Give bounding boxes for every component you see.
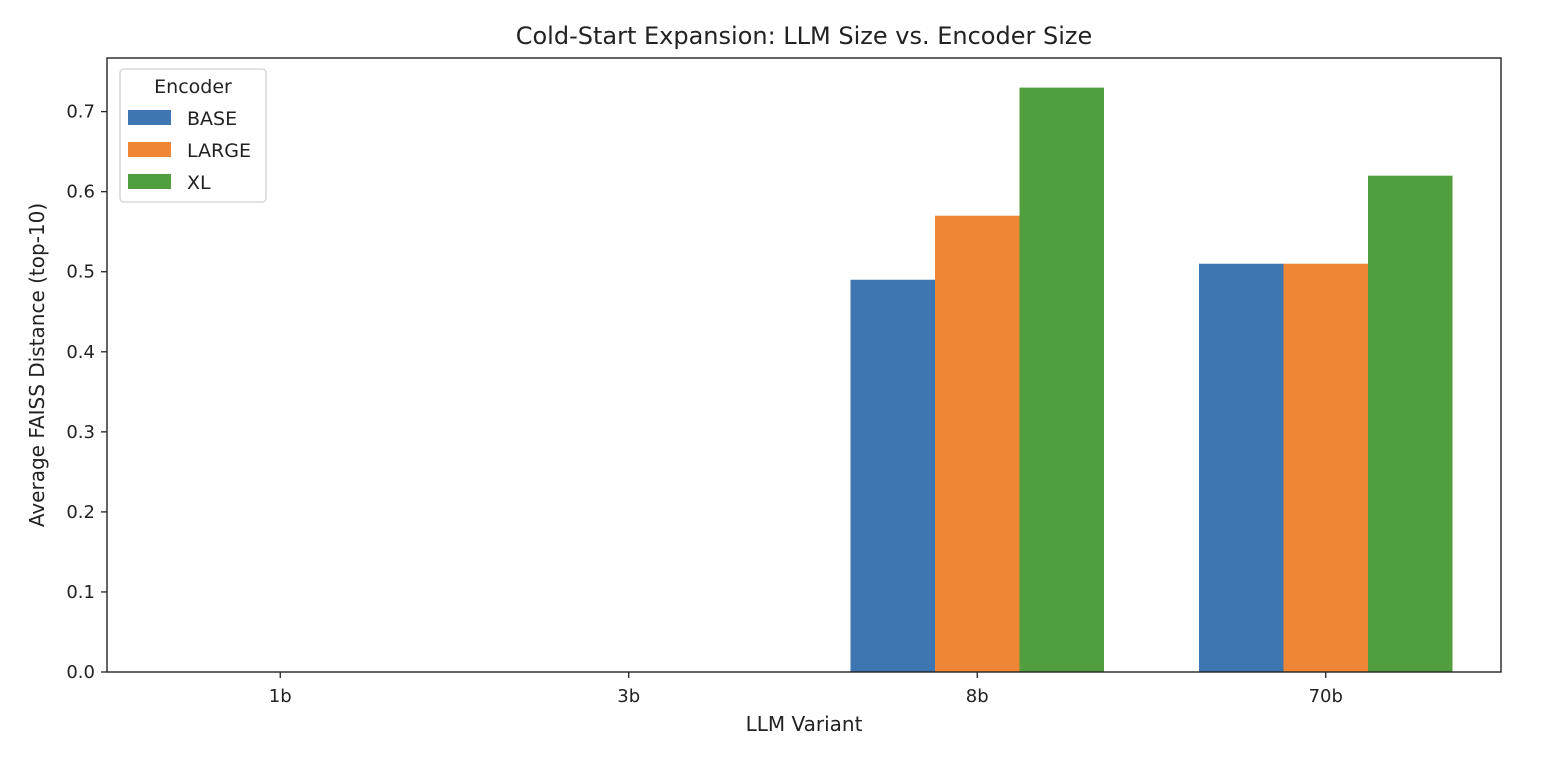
plot-frame xyxy=(106,57,1502,673)
legend-swatch-large xyxy=(128,142,171,157)
x-axis: 1b 3b 8b 70b xyxy=(269,672,1343,707)
legend-label-base: BASE xyxy=(187,108,237,130)
x-tick-label: 70b xyxy=(1309,686,1343,707)
y-tick-label: 0.4 xyxy=(66,342,95,363)
bar-base-8b xyxy=(850,279,935,672)
legend-items: BASE LARGE XL xyxy=(128,108,251,194)
legend: Encoder BASE LARGE XL xyxy=(119,68,267,203)
y-axis-label: Average FAISS Distance (top-10) xyxy=(25,203,49,527)
x-axis-label: LLM Variant xyxy=(746,712,863,736)
y-tick-label: 0.7 xyxy=(66,102,95,123)
y-tick-label: 0.6 xyxy=(66,182,95,203)
y-tick-label: 0.3 xyxy=(66,422,95,443)
y-tick-label: 0.5 xyxy=(66,262,95,283)
legend-label-xl: XL xyxy=(187,172,211,194)
legend-box xyxy=(119,68,267,203)
x-tick-label: 8b xyxy=(966,686,989,707)
x-tick-label: 3b xyxy=(617,686,640,707)
y-tick-label: 0.1 xyxy=(66,582,95,603)
y-tick-label: 0.2 xyxy=(66,502,95,523)
bar-base-70b xyxy=(1199,263,1284,672)
chart-title: Cold-Start Expansion: LLM Size vs. Encod… xyxy=(516,22,1093,50)
bars-group xyxy=(850,87,1453,673)
bar-large-8b xyxy=(935,215,1020,672)
bar-large-70b xyxy=(1283,263,1368,672)
bar-xl-8b xyxy=(1019,87,1104,673)
legend-title: Encoder xyxy=(154,76,232,98)
y-axis: 0.0 0.1 0.2 0.3 0.4 0.5 0.6 0.7 xyxy=(66,102,107,683)
legend-swatch-xl xyxy=(128,174,171,189)
legend-label-large: LARGE xyxy=(187,140,251,162)
x-tick-label: 1b xyxy=(269,686,292,707)
bar-xl-70b xyxy=(1368,175,1453,672)
legend-swatch-base xyxy=(128,110,171,125)
y-tick-label: 0.0 xyxy=(66,662,95,683)
